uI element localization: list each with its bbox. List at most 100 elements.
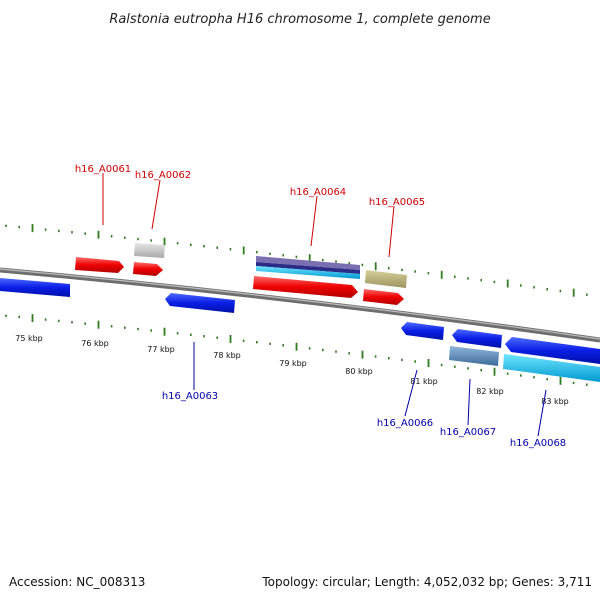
minor-tick [269,342,271,345]
minor-tick [84,232,86,235]
minor-tick [322,258,324,262]
minor-tick [454,275,456,278]
minor-tick [229,248,232,251]
minor-tick [110,325,113,328]
minor-tick [533,376,535,379]
minor-tick [440,363,443,367]
major-tick [440,270,443,279]
callout-line [388,205,395,258]
minor-tick [71,231,73,234]
gene-label-h16-a0061[interactable]: h16_A0061 [75,164,131,175]
gene-label-h16-a0067[interactable]: h16_A0067 [440,427,496,438]
forward-gene-callouts: h16_A0061 h16_A0062 h16_A0064 h16_A0065 [75,164,425,258]
gene-h16-a0064[interactable] [253,276,358,298]
gene-label-h16-a0063[interactable]: h16_A0063 [162,391,218,402]
minor-tick [282,254,284,257]
minor-tick [190,333,192,336]
major-tick [31,314,34,323]
major-tick [361,350,364,359]
gene-h16-a0068-blue[interactable] [505,337,600,364]
minor-tick [322,348,324,352]
minor-tick [203,335,205,338]
major-tick [559,376,562,385]
minor-tick [269,252,271,255]
minor-tick [150,329,152,332]
gene-h16-a0064-teal[interactable] [256,266,360,279]
gene-label-h16-a0068[interactable]: h16_A0068 [510,438,566,449]
minor-tick [586,383,588,386]
minor-tick [190,243,192,246]
accession-text: Accession: NC_008313 [9,575,145,589]
gene-h16-a0063[interactable] [165,293,235,313]
gene-h16-a0065[interactable] [363,289,404,305]
minor-tick [533,286,535,289]
gene-h16-a0062-grey[interactable] [134,243,165,258]
minor-tick [176,242,179,245]
scale-label: 79 kbp [279,359,307,368]
major-tick [97,320,100,329]
minor-tick [18,225,20,229]
minor-tick [203,245,205,248]
minor-tick [520,374,522,377]
minor-tick [216,336,218,339]
reverse-tick-row [5,314,588,386]
major-tick [31,224,34,233]
minor-tick [348,262,350,265]
minor-tick [137,237,139,241]
major-tick [295,342,298,351]
gene-h16-a0067-blue[interactable] [452,329,502,348]
genome-summary-text: Topology: circular; Length: 4,052,032 bp… [261,575,592,589]
gene-label-h16-a0064[interactable]: h16_A0064 [290,187,346,198]
gene-h16-a0068[interactable] [503,354,600,382]
minor-tick [110,235,113,238]
major-tick [163,327,166,336]
gene-h16-a0067[interactable] [449,346,499,366]
gene-label-h16-a0062[interactable]: h16_A0062 [135,170,191,181]
gene-h16-a0062[interactable] [133,262,163,276]
minor-tick [546,288,548,291]
minor-tick [256,251,258,254]
minor-tick [467,277,469,280]
minor-tick [176,332,179,335]
scale-label: 81 kbp [410,377,438,386]
forward-tick-row [5,224,588,297]
reverse-gene-callouts: h16_A0063 h16_A0066 h16_A0067 h16_A0068 [162,342,566,449]
minor-tick [427,272,430,275]
minor-tick [295,255,298,259]
scale-label: 82 kbp [476,387,504,396]
scale-label: 76 kbp [81,339,109,348]
minor-tick [137,327,139,331]
gene-label-h16-a0066[interactable]: h16_A0066 [377,418,433,429]
scale-label: 80 kbp [345,367,373,376]
minor-tick [5,314,7,317]
minor-tick [454,365,456,368]
scale-label: 77 kbp [147,345,175,354]
callout-line [404,369,418,417]
gene-h16-a0065-tan[interactable] [365,270,407,288]
gene-h16-a0066[interactable] [401,322,444,340]
callout-line [467,378,471,426]
minor-tick [414,270,416,273]
gene-left-partial[interactable] [0,278,70,297]
scale-label: 78 kbp [213,351,241,360]
gene-h16-a0064-violet[interactable] [256,256,360,270]
minor-tick [480,279,482,282]
major-tick [493,367,496,376]
minor-tick [150,239,152,242]
minor-tick [586,293,588,296]
minor-tick [216,246,218,249]
minor-tick [124,326,126,329]
minor-tick [388,357,390,360]
major-tick [163,237,166,246]
minor-tick [84,322,86,325]
minor-tick [18,315,20,319]
minor-tick [467,367,469,370]
gene-label-h16-a0065[interactable]: h16_A0065 [369,197,425,208]
minor-tick [546,378,548,381]
gene-h16-a0064-navy[interactable] [256,262,360,274]
minor-tick [361,263,364,267]
major-tick [506,279,509,288]
gene-h16-a0061[interactable] [75,257,124,273]
minor-tick [572,381,575,385]
